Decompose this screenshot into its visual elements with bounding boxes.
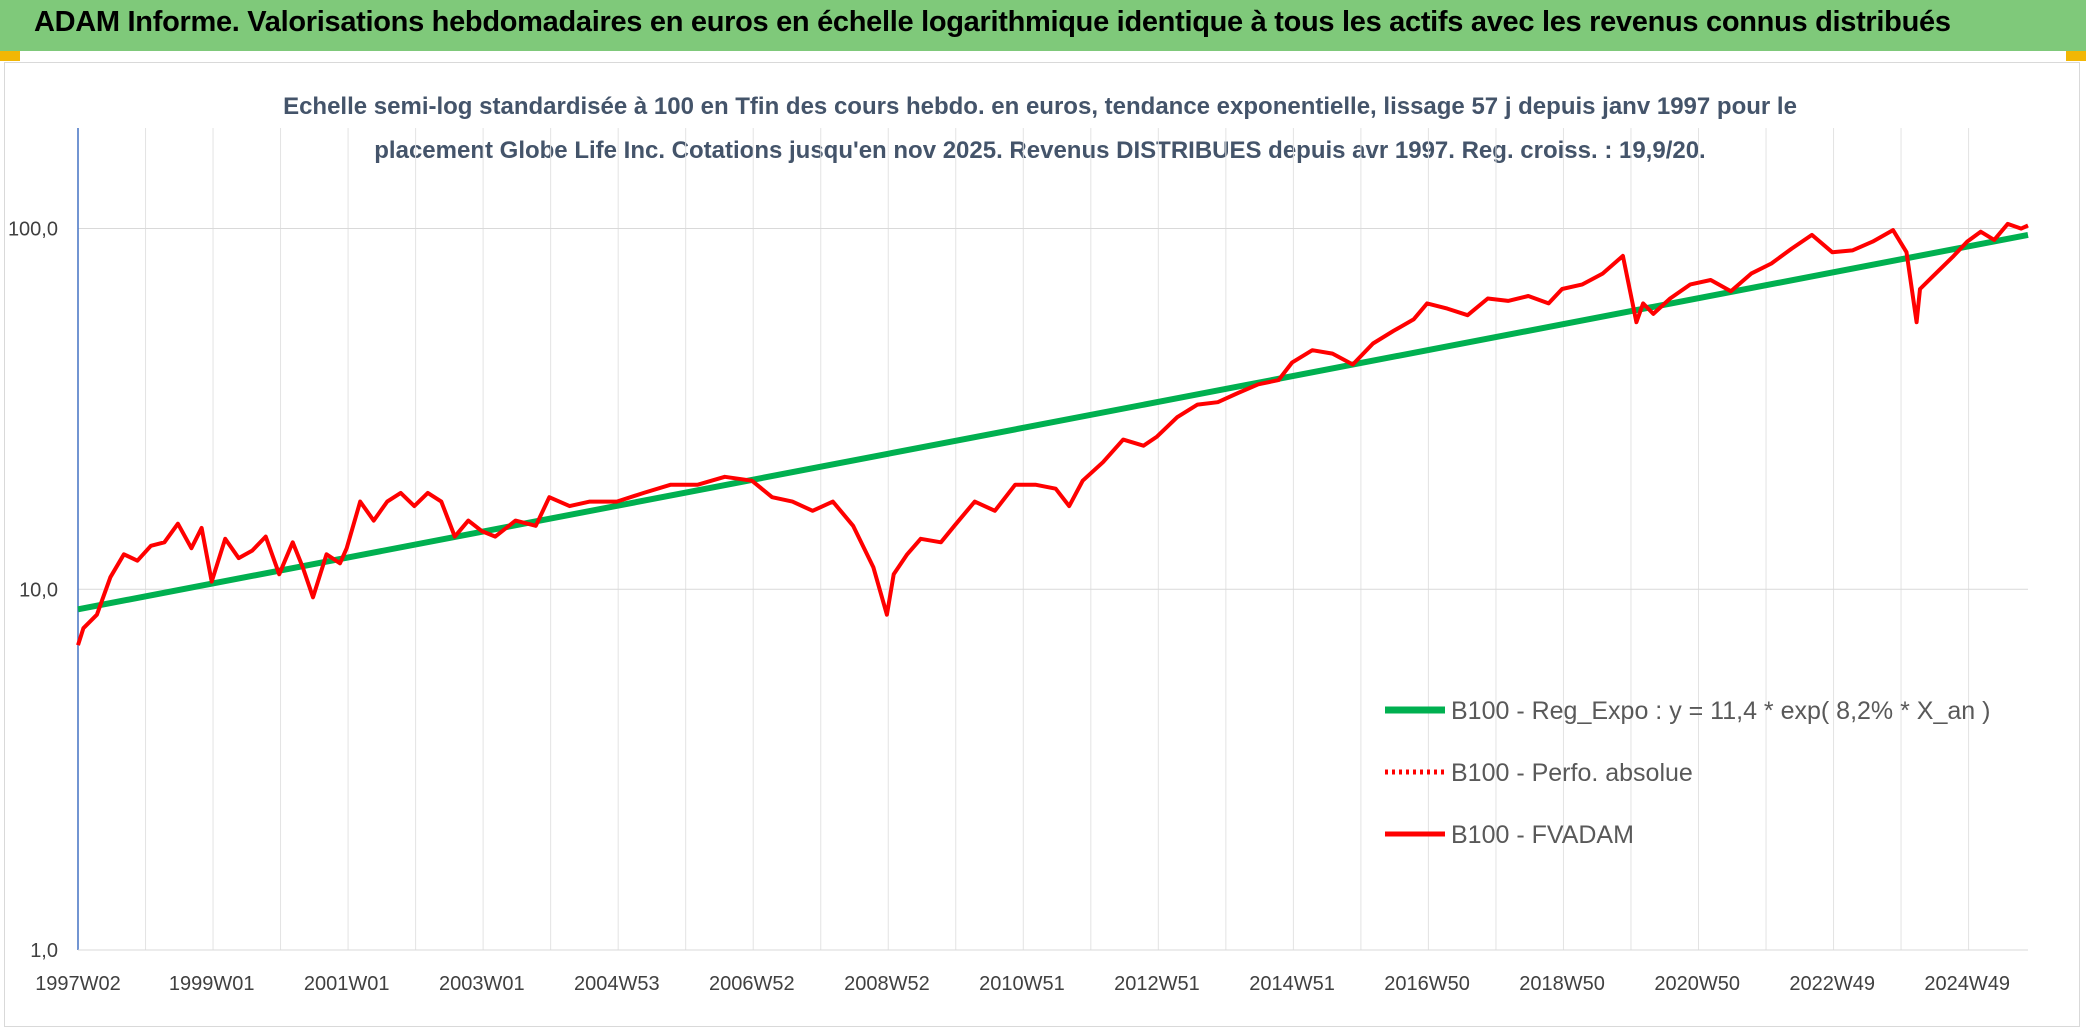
series-line-solid-red (76, 221, 2029, 646)
legend: B100 - Reg_Expo : y = 11,4 * exp( 8,2% *… (1385, 697, 1990, 849)
chart-title-line-1: Echelle semi-log standardisée à 100 en T… (283, 93, 1797, 120)
x-tick-label: 2003W01 (439, 973, 525, 995)
x-tick-label: 2008W52 (844, 973, 930, 995)
x-tick-label: 2006W52 (709, 973, 795, 995)
chart-title-line-2: placement Globe Life Inc. Cotations jusq… (374, 137, 1705, 164)
x-tick-label: 2016W50 (1384, 973, 1470, 995)
x-tick-label: 1997W02 (35, 973, 121, 995)
legend-label: B100 - Perfo. absolue (1451, 759, 1693, 787)
header-bar: ADAM Informe. Valorisations hebdomadaire… (0, 0, 2086, 51)
axes: 1,0 10,0 100,0 1997W02 1999W01 2001W01 2003W01… (8, 128, 2028, 995)
legend-label: B100 - FVADAM (1451, 821, 1634, 849)
corner-accent-left (0, 51, 20, 61)
grid (77, 128, 2028, 951)
corner-accent-right (2066, 51, 2086, 61)
legend-label: B100 - Reg_Expo : y = 11,4 * exp( 8,2% *… (1451, 697, 1990, 725)
x-tick-label: 2004W53 (574, 973, 660, 995)
x-tick-label: 2024W49 (1924, 973, 2010, 995)
y-tick-label: 10,0 (19, 579, 58, 601)
x-tick-label: 2012W51 (1114, 973, 1200, 995)
x-tick-label: 1999W01 (169, 973, 255, 995)
series-line-solid-green (77, 231, 2029, 613)
chart-frame (4, 62, 2080, 1027)
page-title: ADAM Informe. Valorisations hebdomadaire… (34, 6, 1951, 38)
y-tick-label: 100,0 (8, 219, 58, 241)
x-tick-label: 2022W49 (1789, 973, 1875, 995)
plot-series (76, 221, 2029, 646)
x-tick-label: 2018W50 (1519, 973, 1605, 995)
x-tick-label: 2010W51 (979, 973, 1065, 995)
x-tick-label: 2014W51 (1249, 973, 1335, 995)
x-tick-label: 2001W01 (304, 973, 390, 995)
y-tick-label: 1,0 (30, 940, 58, 962)
x-tick-label: 2020W50 (1654, 973, 1740, 995)
